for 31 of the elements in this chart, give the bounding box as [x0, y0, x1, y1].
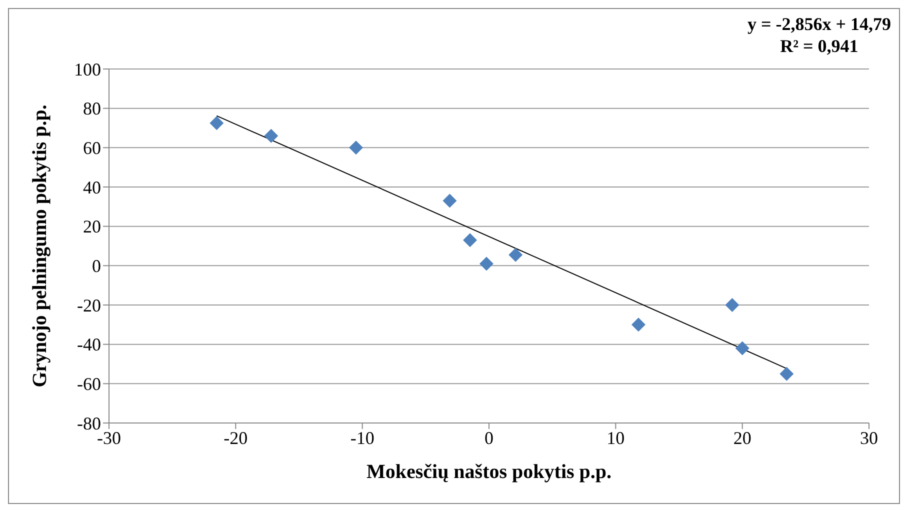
point	[264, 128, 278, 143]
point	[349, 140, 363, 155]
x-tick-label: 30	[860, 428, 878, 448]
x-tick-label: 10	[606, 428, 625, 448]
point	[780, 366, 794, 381]
point	[735, 341, 750, 356]
text: y = -2,856x + 14,79	[747, 13, 891, 35]
y-tick-label: 40	[83, 177, 101, 198]
x-tick-label: 0	[484, 428, 494, 448]
y-tick-label: 80	[83, 98, 101, 119]
x-tick-label: 20	[733, 428, 752, 448]
point	[210, 116, 224, 130]
y-tick-label: -20	[77, 295, 101, 316]
y-tick-label: 60	[83, 138, 101, 158]
y-tick-label: -60	[77, 374, 101, 394]
x-tick-label: -20	[224, 428, 248, 448]
point	[631, 318, 646, 332]
point	[442, 194, 457, 208]
y-tick-label: -40	[77, 334, 101, 355]
y-tick-label: -80	[77, 413, 101, 434]
x-axis-title: Mokesčių naštos pokytis p.p.	[366, 461, 612, 483]
y-tick-label: 20	[83, 216, 101, 237]
text: R² = 0,941	[779, 35, 860, 57]
point	[479, 256, 494, 271]
y-tick-label: 100	[74, 59, 101, 80]
y-axis-title: Grynojo pelningumo pokytis p.p.	[29, 104, 52, 388]
point	[725, 298, 740, 312]
y-tick-label: 0	[92, 256, 101, 276]
point	[508, 248, 523, 262]
point	[463, 233, 477, 248]
x-tick-label: -10	[350, 428, 374, 448]
